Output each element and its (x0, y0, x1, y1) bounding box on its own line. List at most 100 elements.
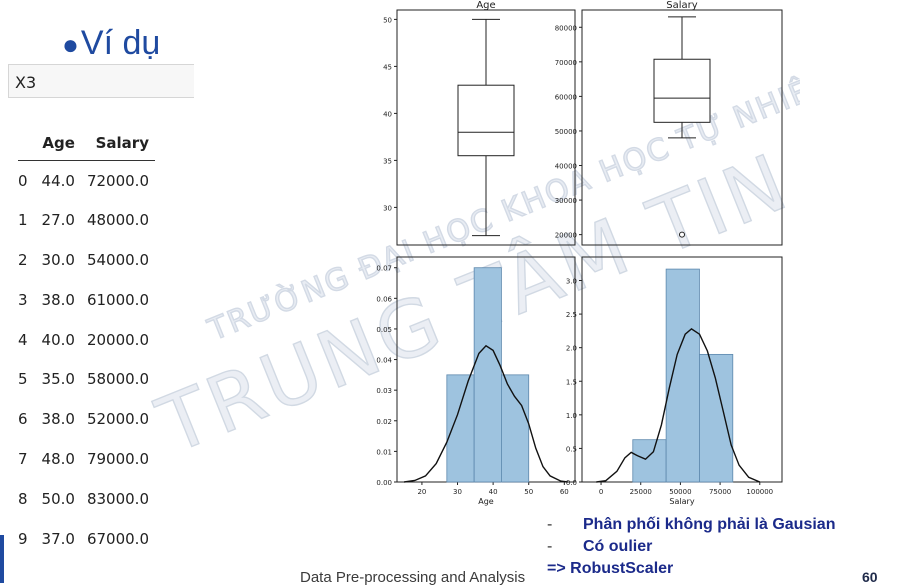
y-tick-label: 50 (383, 16, 392, 24)
bullet-text: Ví dụ (80, 24, 161, 62)
y-tick-label: 40000 (555, 163, 577, 171)
histogram-bar (501, 374, 530, 483)
x-axis-label: Salary (669, 497, 694, 506)
row-index: 6 (18, 410, 28, 429)
table-header-row: Age Salary (18, 130, 155, 161)
distribution-charts: Age 30 35 40 45 50 Salary 20000 30000 40000 50000 6… (376, 0, 783, 506)
row-index: 1 (18, 211, 28, 230)
age-cell: 48.0 (41, 449, 75, 468)
table-row: 7 48.0 79000.0 (18, 439, 155, 479)
y-tick-label: 1.5 (566, 378, 577, 386)
row-index: 4 (18, 330, 28, 349)
notes: - Phân phối không phải là Gausian - Có oul… (547, 516, 835, 582)
x-tick-label: 30 (453, 488, 462, 496)
age-cell: 37.0 (41, 529, 75, 548)
y-tick-label: 30000 (555, 197, 577, 205)
age-cell: 50.0 (41, 489, 75, 508)
table-row: 3 38.0 61000.0 (18, 280, 155, 320)
y-tick-label: 0.04 (376, 357, 392, 365)
salary-cell: 58000.0 (86, 370, 149, 389)
table-row: 2 30.0 54000.0 (18, 240, 155, 280)
salary-cell: 79000.0 (86, 449, 149, 468)
kde-curve (596, 328, 761, 483)
box-iqr (457, 84, 515, 157)
salary-cell: 83000.0 (86, 489, 149, 508)
y-tick-label: 0.00 (376, 479, 392, 487)
y-tick-label: 1.0 (566, 412, 577, 420)
row-index: 9 (18, 529, 28, 548)
age-cell: 27.0 (41, 211, 75, 230)
histogram-bar (699, 353, 734, 483)
y-tick-label: 35 (383, 157, 392, 165)
note-dash: - (547, 538, 553, 555)
age-cell: 38.0 (41, 410, 75, 429)
note-outlier: Có oulier (583, 538, 653, 555)
note-line: - Phân phối không phải là Gausian (547, 516, 835, 538)
salary-cell: 20000.0 (86, 330, 149, 349)
table-row: 8 50.0 83000.0 (18, 479, 155, 519)
y-tick-label: 40 (383, 110, 392, 118)
variable-name: X3 (15, 73, 37, 92)
x-tick-label: 0 (599, 488, 603, 496)
outlier-point (679, 231, 685, 238)
footer-text: Data Pre-processing and Analysis (300, 569, 526, 586)
x-tick-label: 75000 (709, 488, 731, 496)
row-index: 3 (18, 290, 28, 309)
y-tick-label: 0.02 (376, 418, 392, 426)
y-tick-label: 0.5 (566, 445, 577, 453)
row-index: 8 (18, 489, 28, 508)
y-tick-label: 0.0 (566, 479, 577, 487)
table-row: 1 27.0 48000.0 (18, 200, 155, 240)
variable-output-cell: X3 (8, 64, 194, 98)
y-tick-label: 0.01 (376, 448, 392, 456)
y-tick-label: 50000 (555, 128, 577, 136)
histogram-bar (665, 268, 700, 483)
y-tick-label: 0.05 (376, 326, 392, 334)
table-row: 5 35.0 58000.0 (18, 359, 155, 399)
logo-bar (0, 535, 4, 583)
table-row: 0 44.0 72000.0 (18, 161, 155, 201)
salary-cell: 54000.0 (86, 250, 149, 269)
x-tick-label: 25000 (630, 488, 652, 496)
x-axis-label: Age (478, 497, 494, 506)
y-tick-label: 0.06 (376, 295, 392, 303)
x-tick-label: 100000 (746, 488, 773, 496)
chart-frame (581, 9, 783, 246)
y-tick-label: 2.0 (566, 345, 577, 353)
note-conclusion: => RobustScaler (547, 560, 674, 577)
chart-frame (396, 9, 576, 246)
age-cell: 44.0 (41, 171, 75, 190)
row-index: 5 (18, 370, 28, 389)
histogram-bar (473, 267, 502, 483)
salary-cell: 72000.0 (86, 171, 149, 190)
row-index: 0 (18, 171, 28, 190)
note-non-gaussian: Phân phối không phải là Gausian (583, 516, 836, 533)
age-cell: 40.0 (41, 330, 75, 349)
y-tick-label: 3.0 (566, 278, 577, 286)
x-tick-label: 60 (560, 488, 569, 496)
x-tick-label: 20 (417, 488, 426, 496)
bullet-dot-icon: ● (62, 29, 79, 60)
table-row: 6 38.0 52000.0 (18, 399, 155, 439)
salary-cell: 67000.0 (86, 529, 149, 548)
row-index: 2 (18, 250, 28, 269)
age-cell: 38.0 (41, 290, 75, 309)
box-iqr (653, 58, 711, 123)
histogram-bar (446, 374, 475, 483)
table-header-index (18, 130, 36, 161)
table-header-age: Age (35, 130, 81, 161)
chart-title: Salary (666, 0, 697, 11)
note-dash: - (547, 516, 553, 533)
kde-curve (404, 344, 568, 483)
x-tick-label: 40 (489, 488, 498, 496)
age-cell: 30.0 (41, 250, 75, 269)
table-row: 4 40.0 20000.0 (18, 320, 155, 360)
note-line: - Có oulier (547, 538, 835, 560)
histogram-bar (632, 439, 667, 483)
y-tick-label: 30 (383, 204, 392, 212)
row-index: 7 (18, 449, 28, 468)
dataframe-table: Age Salary 0 44.0 72000.0 1 27.0 48000.0 2 30… (18, 130, 155, 558)
salary-cell: 61000.0 (86, 290, 149, 309)
table-header-salary: Salary (80, 130, 155, 161)
y-tick-label: 20000 (555, 232, 577, 240)
